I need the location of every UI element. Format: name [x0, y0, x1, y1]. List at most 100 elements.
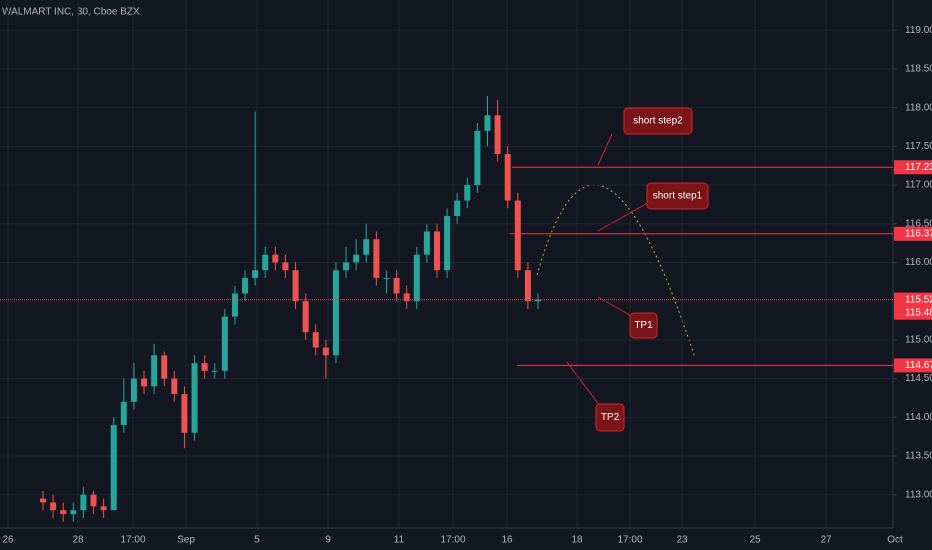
candle-body — [181, 394, 188, 433]
x-tick-label: Sep — [177, 535, 195, 546]
candle-body — [171, 378, 178, 395]
x-tick-label: 5 — [254, 535, 260, 546]
candle-body — [413, 254, 420, 302]
last-price-box — [894, 305, 932, 320]
x-tick-label: 27 — [820, 535, 832, 546]
candle-body — [130, 378, 137, 402]
candle-body — [110, 425, 117, 511]
candle-body — [494, 115, 501, 155]
candle-body — [262, 254, 269, 271]
candle-body — [353, 254, 360, 263]
candle-body — [444, 216, 451, 271]
y-tick-label: 115.00 — [905, 335, 932, 346]
candle-body — [292, 270, 299, 302]
x-tick-label: 11 — [394, 535, 405, 546]
annotation-box — [629, 312, 658, 339]
candle-body — [221, 316, 228, 371]
y-tick-label: 114.00 — [905, 412, 932, 423]
candle-body — [373, 239, 380, 278]
annotation-text: short step2 — [633, 116, 683, 127]
candle-body — [70, 510, 77, 515]
candle-body — [80, 494, 87, 511]
y-tick-label: 113.00 — [905, 489, 932, 500]
candle-body — [272, 254, 279, 263]
level-label-box — [894, 292, 932, 307]
chart-title: WALMART INC, 30, Cboe BZX — [2, 7, 140, 18]
candle-body — [90, 494, 97, 507]
pointer — [597, 296, 636, 319]
candle-body — [433, 231, 440, 271]
level-label-box — [894, 226, 932, 241]
candle-body — [201, 363, 208, 371]
candle-body — [312, 332, 319, 348]
candle-body — [343, 262, 350, 271]
level-label-box — [894, 160, 932, 175]
x-tick-label: 17:00 — [120, 535, 145, 546]
candle-body — [40, 498, 46, 503]
candle-body — [282, 262, 289, 271]
candle-body — [484, 115, 491, 131]
candle-body — [322, 347, 329, 356]
y-tick-label: 116.00 — [905, 257, 932, 268]
y-tick-label: 116.50 — [905, 218, 932, 229]
candle-body — [383, 277, 390, 279]
annotation-box — [595, 403, 625, 432]
y-tick-label: 119.00 — [905, 25, 932, 36]
candle-body — [514, 200, 521, 271]
candle-body — [141, 378, 148, 387]
annotation-box — [646, 182, 709, 210]
candle-body — [191, 363, 198, 433]
level-label-box — [894, 358, 932, 373]
candle-body — [403, 293, 410, 302]
level-label: 116.37 — [905, 228, 932, 239]
annotation-box — [623, 107, 693, 135]
annotations: short step2 short step1 TP1 TP2 — [595, 107, 709, 432]
candle-body — [504, 154, 511, 201]
x-tick-label: 17:00 — [617, 535, 642, 546]
level-label: 114.67 — [905, 360, 932, 371]
y-tick-label: 113.50 — [905, 451, 932, 462]
level-label: 117.23 — [905, 162, 932, 173]
candle-body — [393, 277, 400, 294]
annotation-text: TP2 — [601, 412, 620, 423]
last-price-label: 115.48 — [905, 307, 932, 318]
x-tick-label: 25 — [749, 535, 761, 546]
candle-body — [302, 301, 309, 333]
candle-body — [464, 185, 471, 201]
candle-body — [332, 270, 339, 356]
candle-body — [423, 231, 430, 255]
annotation-text: TP1 — [634, 320, 653, 331]
x-tick-label: 9 — [325, 535, 331, 546]
candle-body — [120, 401, 127, 426]
x-tick-label: 18 — [571, 535, 583, 546]
candle-body — [524, 270, 531, 302]
x-tick-label: Oct — [887, 535, 903, 546]
y-tick-label: 117.00 — [905, 180, 932, 191]
pointer — [597, 133, 613, 166]
candle-body — [242, 277, 249, 294]
x-tick-label: 28 — [72, 535, 84, 546]
x-tick-label: 16 — [501, 535, 513, 546]
candle-body — [454, 200, 461, 216]
projection-curve — [536, 184, 696, 359]
candle-body — [60, 510, 67, 515]
candle-body — [100, 506, 107, 511]
candle-body — [151, 355, 158, 387]
level-label: 115.52 — [905, 294, 932, 305]
x-tick-label: 23 — [676, 535, 688, 546]
annotation-text: short step1 — [653, 191, 703, 202]
y-tick-label: 118.00 — [905, 102, 932, 113]
x-tick-label: 26 — [2, 535, 14, 546]
pointer — [566, 361, 604, 411]
y-tick-label: 118.50 — [905, 64, 932, 75]
candle-body — [231, 293, 238, 317]
y-tick-label: 117.50 — [905, 141, 932, 152]
y-tick-label: 114.50 — [905, 373, 932, 384]
candle-body — [211, 370, 218, 372]
candle-body — [535, 299, 541, 302]
candle-body — [252, 270, 259, 278]
candle-body — [50, 502, 57, 511]
candle-body — [363, 239, 370, 255]
